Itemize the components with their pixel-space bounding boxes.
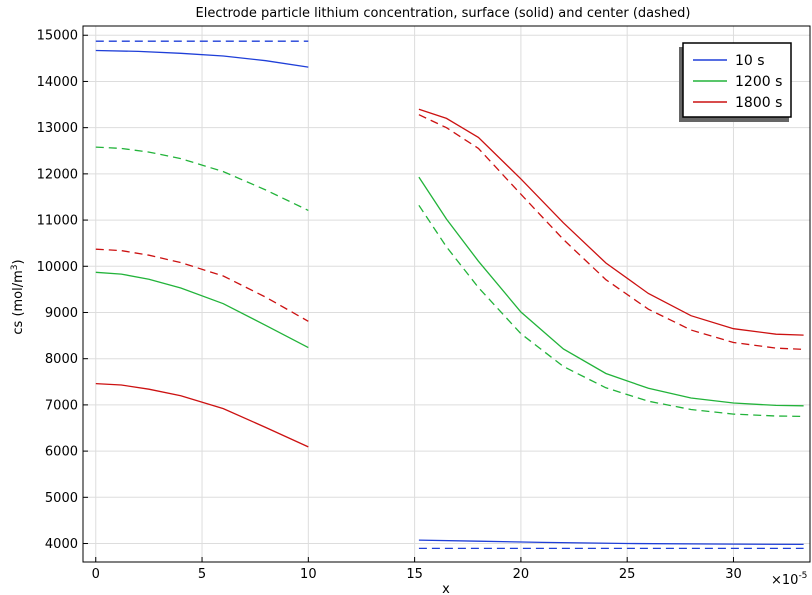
y-tick-label: 4000 bbox=[45, 537, 78, 552]
legend-items: 10 s 1200 s 1800 s bbox=[693, 53, 782, 111]
series-line-1800-s-solid bbox=[418, 108, 804, 336]
series-line-10-s-solid bbox=[418, 539, 804, 546]
y-axis-label: cs (mol/m3) bbox=[10, 259, 26, 334]
x-tick-label: 25 bbox=[619, 567, 636, 582]
series-line-1200-s-dashed bbox=[95, 146, 309, 211]
y-tick-label: 15000 bbox=[37, 29, 78, 44]
legend-box bbox=[682, 42, 792, 118]
x-tick-label: 5 bbox=[198, 567, 206, 582]
y-tick-label: 10000 bbox=[37, 260, 78, 275]
y-tick-label: 6000 bbox=[45, 445, 78, 460]
series-line-1800-s-dashed bbox=[418, 114, 804, 351]
y-tick-label: 8000 bbox=[45, 352, 78, 367]
legend-label: 1800 s bbox=[735, 95, 782, 111]
x-axis-label: x bbox=[442, 582, 450, 595]
y-axis-label-close: ) bbox=[11, 259, 26, 264]
legend-label: 1200 s bbox=[735, 74, 782, 90]
series-line-1200-s-solid bbox=[95, 271, 309, 349]
x-tick-label: 20 bbox=[513, 567, 530, 582]
series-line-1200-s-dashed bbox=[418, 204, 804, 418]
series-line-10-s-solid bbox=[95, 49, 309, 68]
legend-label: 10 s bbox=[735, 53, 765, 69]
x-multiplier-base: ×10 bbox=[771, 573, 798, 588]
x-multiplier-exp: -5 bbox=[798, 571, 807, 581]
x-tick-label: 15 bbox=[406, 567, 423, 582]
y-tick-label: 11000 bbox=[37, 214, 78, 229]
y-tick-label: 7000 bbox=[45, 398, 78, 413]
y-axis-label-main: cs (mol/m bbox=[11, 270, 26, 334]
x-axis-multiplier: ×10-5 bbox=[771, 571, 807, 588]
x-tick-label: 30 bbox=[725, 567, 742, 582]
y-tick-label: 9000 bbox=[45, 306, 78, 321]
y-axis-label-sup: 3 bbox=[10, 264, 20, 270]
y-tick-label: 5000 bbox=[45, 491, 78, 506]
series-group bbox=[95, 40, 804, 550]
x-tick-label: 0 bbox=[92, 567, 100, 582]
legend: 10 s 1200 s 1800 s bbox=[679, 42, 792, 122]
ticks: 0 5 10 15 20 25 30 4000 5000 6000 7000 8000 9000 1000… bbox=[37, 29, 742, 582]
y-tick-label: 14000 bbox=[37, 75, 78, 90]
series-line-1200-s-solid bbox=[418, 176, 804, 407]
series-line-1800-s-solid bbox=[95, 382, 309, 448]
y-tick-label: 13000 bbox=[37, 121, 78, 136]
x-tick-label: 10 bbox=[300, 567, 317, 582]
chart-title: Electrode particle lithium concentration… bbox=[196, 6, 691, 21]
plot-frame bbox=[82, 25, 811, 563]
y-tick-label: 12000 bbox=[37, 167, 78, 182]
